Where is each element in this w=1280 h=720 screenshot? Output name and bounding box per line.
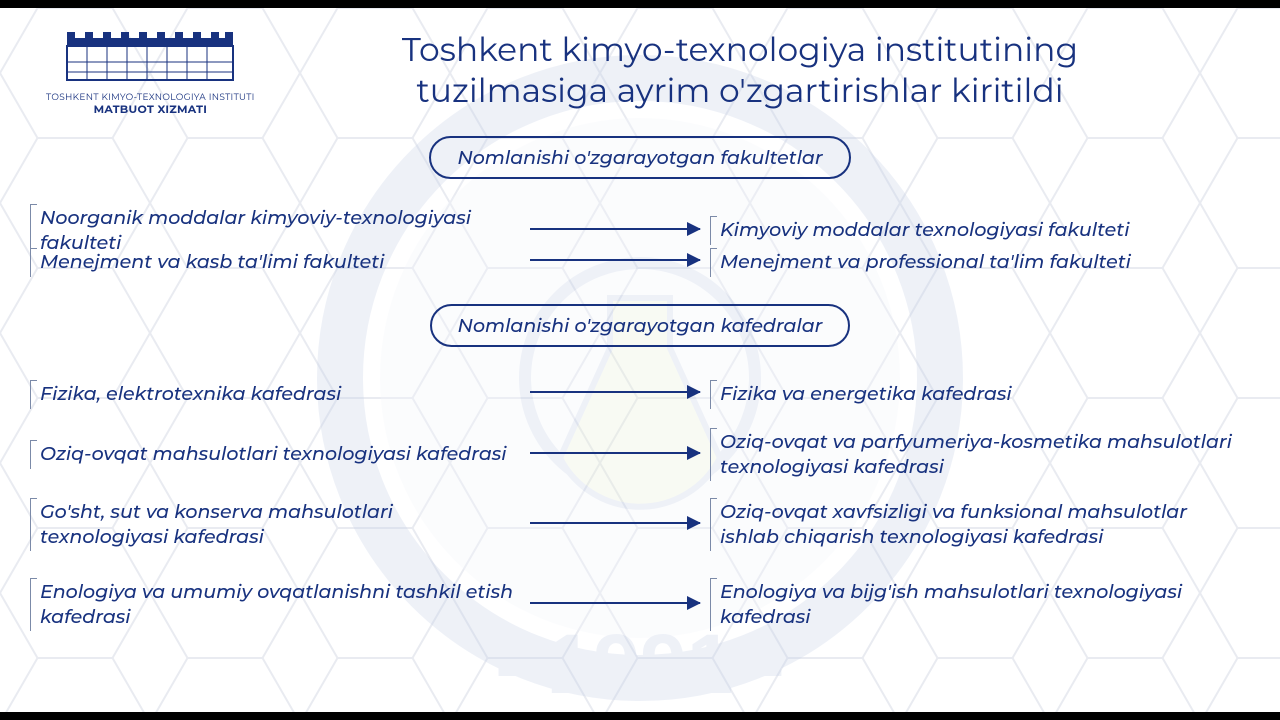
faculty-row: Menejment va kasb ta'limi fakulteti Mene… [30,248,1250,277]
rename-to: Fizika va energetika kafedrasi [710,380,1250,409]
department-row: Enologiya va umumiy ovqatlanishni tashki… [30,578,1250,631]
department-row: Fizika, elektrotexnika kafedrasi Fizika … [30,380,1250,409]
arrow-icon [530,522,700,524]
arrow-icon [530,259,700,261]
slide-title: Toshkent kimyo-texnologiya institutining… [260,30,1220,113]
title-line1: Toshkent kimyo-texnologiya institutining [402,30,1078,70]
arrow-icon [530,391,700,393]
rename-to: Enologiya va bijg'ish mahsulotlari texno… [710,578,1250,631]
rename-from: Menejment va kasb ta'limi fakulteti [30,248,520,277]
slide-root: - 1991 - [0,8,1280,712]
logo-line2: MATBUOT XIZMATI [46,103,255,116]
department-row: Go'sht, sut va konserva mahsulotlari tex… [30,498,1250,551]
pill-faculties: Nomlanishi o'zgarayotgan fakultetlar [429,136,850,179]
section-faculties-header: Nomlanishi o'zgarayotgan fakultetlar [0,136,1280,179]
rename-from: Oziq-ovqat mahsulotlari texnologiyasi ka… [30,440,520,469]
arrow-icon [530,602,700,604]
pill-departments: Nomlanishi o'zgarayotgan kafedralar [430,304,851,347]
rename-to: Oziq-ovqat xavfsizligi va funksional mah… [710,498,1250,551]
rename-from: Go'sht, sut va konserva mahsulotlari tex… [30,498,520,551]
section-departments-header: Nomlanishi o'zgarayotgan kafedralar [0,304,1280,347]
arrow-icon [530,452,700,454]
institute-logo: TOSHKENT KIMYO-TEXNOLOGIYA INSTITUTI MAT… [46,32,255,116]
rename-to: Oziq-ovqat va parfyumeriya-kosmetika mah… [710,428,1250,481]
logo-building-icon [65,32,235,82]
title-line2: tuzilmasiga ayrim o'zgartirishlar kiriti… [416,71,1063,111]
arrow-icon [530,228,700,230]
rename-from: Enologiya va umumiy ovqatlanishni tashki… [30,578,520,631]
department-row: Oziq-ovqat mahsulotlari texnologiyasi ka… [30,428,1250,481]
rename-to: Kimyoviy moddalar texnologiyasi fakultet… [710,216,1250,245]
rename-from: Fizika, elektrotexnika kafedrasi [30,380,520,409]
rename-to: Menejment va professional ta'lim fakulte… [710,248,1250,277]
